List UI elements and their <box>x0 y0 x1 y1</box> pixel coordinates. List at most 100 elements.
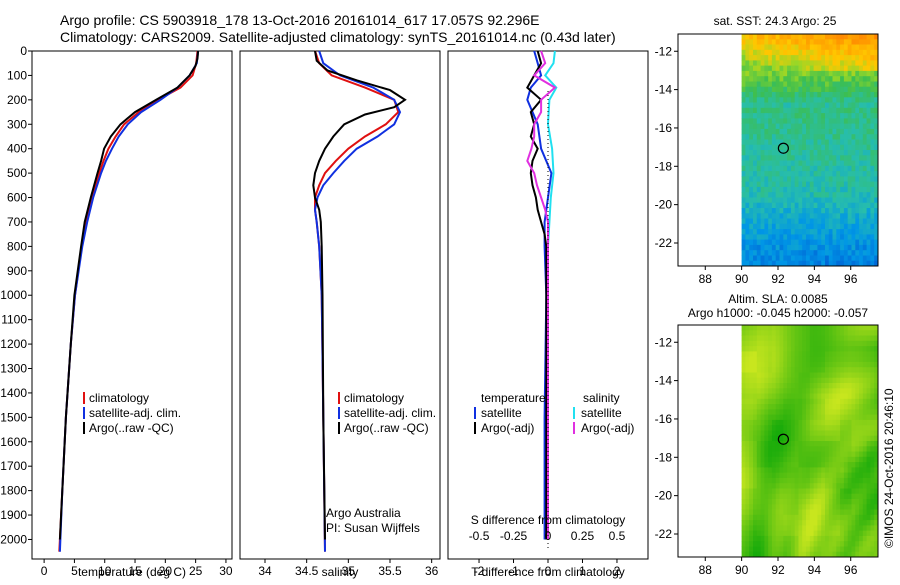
map-cell <box>794 76 799 82</box>
map-cell <box>809 160 814 167</box>
legend-t-argo: Argo(-adj) <box>481 421 534 435</box>
map-cell <box>817 186 822 193</box>
map-cell <box>832 340 837 347</box>
map-cell <box>870 150 875 156</box>
map-cell <box>764 250 769 256</box>
map-cell <box>821 462 826 468</box>
map-cell <box>771 250 777 256</box>
map-cell <box>847 472 852 479</box>
map-cell <box>779 346 784 352</box>
map-cell <box>843 239 849 246</box>
map-cell <box>825 509 830 516</box>
map-cell <box>802 346 807 352</box>
map-cell <box>859 520 864 526</box>
map-cell <box>817 213 822 219</box>
map-cell <box>794 456 799 463</box>
map-cell <box>855 97 860 103</box>
map-cell <box>817 330 822 336</box>
map-cell <box>798 404 803 410</box>
map-cell <box>851 393 856 400</box>
map-cell <box>753 414 758 421</box>
map-cell <box>813 530 818 537</box>
map-cell <box>836 367 841 373</box>
map-cell <box>787 70 792 77</box>
map-cell <box>764 435 769 442</box>
map-cell <box>749 255 754 262</box>
map-cell <box>806 430 811 437</box>
map-cell <box>741 229 746 235</box>
map-cell <box>779 493 784 500</box>
map-cell <box>798 520 803 526</box>
map-cell <box>783 92 788 98</box>
map-cell <box>855 393 860 400</box>
map-cell <box>866 472 871 479</box>
map-cell <box>768 435 773 442</box>
map-cell <box>843 118 849 125</box>
map-cell <box>798 367 803 373</box>
map-cell <box>866 435 871 442</box>
map-cell <box>794 541 799 547</box>
map-cell <box>866 351 871 358</box>
map-cell <box>832 446 837 452</box>
map-cell <box>787 255 792 262</box>
map-cell <box>840 488 845 495</box>
map-cell <box>745 107 750 114</box>
map-cell <box>794 223 799 230</box>
map-cell <box>790 118 796 125</box>
map-cell <box>866 340 871 347</box>
map-cell <box>836 493 841 500</box>
map-cell <box>802 144 807 151</box>
map-cell <box>836 546 841 553</box>
map-cell <box>832 260 837 267</box>
map-cell <box>764 551 769 558</box>
map-cell <box>813 514 818 521</box>
map-cell <box>847 171 852 177</box>
map-cell <box>825 250 830 256</box>
map-cell <box>783 351 788 358</box>
map-cell <box>768 128 773 135</box>
map-cell <box>806 65 811 72</box>
map-cell <box>813 377 818 384</box>
map-cell <box>847 483 852 489</box>
map-cell <box>870 367 875 373</box>
map-cell <box>836 325 841 331</box>
map-cell <box>771 404 777 410</box>
legend-satellite: satellite-adj. clim. <box>344 406 436 420</box>
map-cell <box>771 139 777 146</box>
map-cell <box>760 239 765 246</box>
map-cell <box>768 223 773 230</box>
map-cell <box>821 229 826 235</box>
map-cell <box>832 477 837 484</box>
map-cell <box>760 377 765 384</box>
map-cell <box>771 81 777 88</box>
map-cell <box>840 150 845 156</box>
map-cell <box>794 255 799 262</box>
map-cell <box>802 134 807 140</box>
map-cell <box>753 388 758 394</box>
map-cell <box>783 346 788 352</box>
map-cell <box>775 414 780 421</box>
map-cell <box>756 86 761 93</box>
map-cell <box>806 472 811 479</box>
map-cell <box>874 81 879 88</box>
map-cell <box>741 134 746 140</box>
map-cell <box>832 208 837 214</box>
map-cell <box>798 92 803 98</box>
map-cell <box>821 107 826 114</box>
map-cell <box>817 139 822 146</box>
map-cell <box>787 414 792 421</box>
map-cell <box>809 488 814 495</box>
map-cell <box>741 346 746 352</box>
map-cell <box>741 165 746 172</box>
map-cell <box>828 208 833 214</box>
map-cell <box>741 107 746 114</box>
map-cell <box>802 398 807 405</box>
map-cell <box>843 65 849 72</box>
map-cell <box>790 409 796 416</box>
map-cell <box>828 65 833 72</box>
map-cell <box>866 144 871 151</box>
map-cell <box>840 213 845 219</box>
map-cell <box>809 181 814 188</box>
map-cell <box>813 372 818 379</box>
map-cell <box>798 425 803 431</box>
